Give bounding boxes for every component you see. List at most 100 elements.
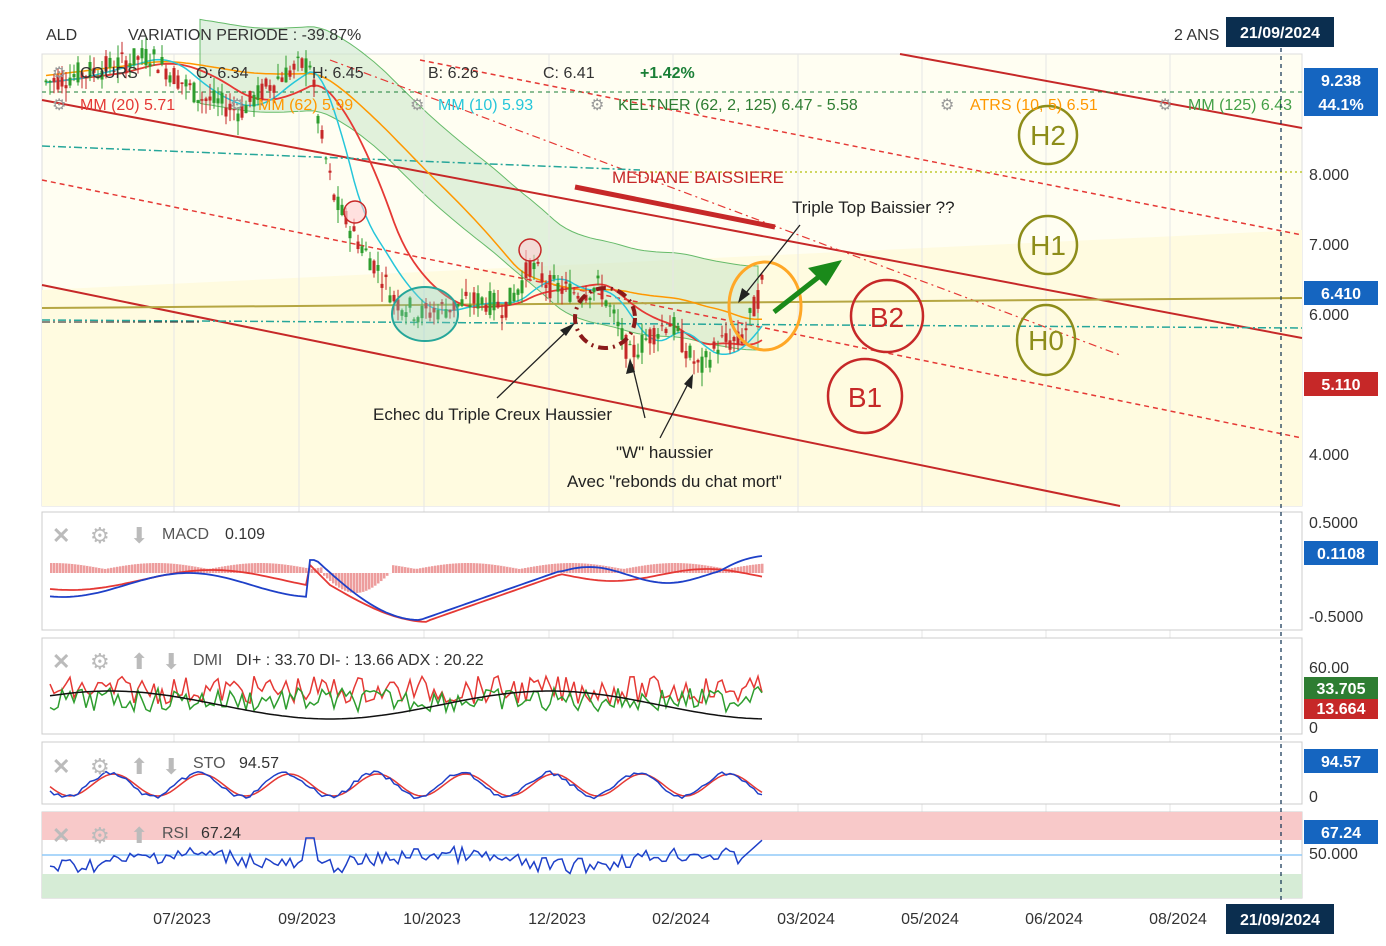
variation-periode: VARIATION PERIODE : -39.87% — [128, 27, 361, 44]
sto-line — [49, 770, 763, 800]
dmi-plus-badge — [1304, 677, 1378, 699]
h2-marker: H2 — [1017, 104, 1079, 166]
channel-upper-line — [899, 53, 1303, 129]
period-selector[interactable]: 2 ANS — [1174, 27, 1219, 44]
close-icon[interactable]: ✕ — [52, 754, 70, 779]
arrow-down-icon[interactable]: ⬇ — [162, 649, 180, 674]
sto-header: ✕ ⚙ ⬆ ⬇ STO 94.57 — [52, 754, 279, 779]
x-tick-label: 05/2024 — [901, 911, 959, 928]
close-value: C: 6.41 — [543, 65, 595, 82]
gear-icon[interactable]: ⚙ — [940, 97, 954, 114]
gear-icon[interactable]: ⚙ — [1158, 97, 1172, 114]
macd-badge-text: 0.1108 — [1317, 546, 1365, 563]
annotation-arrows — [496, 224, 801, 439]
gear-icon[interactable]: ⚙ — [410, 97, 424, 114]
sto-tick-bottom: 0 — [1309, 789, 1318, 806]
legend-row-indicators: ⚙ MM (20) 5.71 ⚙ MM (62) 5.99 ⚙ MM (10) … — [52, 97, 1292, 114]
green-arrow-shaft — [772, 270, 827, 314]
x-tick-label: 10/2023 — [403, 911, 461, 928]
sto-label: STO — [193, 755, 226, 772]
dmi-plus-badge-text: 33.705 — [1317, 681, 1366, 698]
gear-icon[interactable]: ⚙ — [52, 65, 66, 82]
annotation-arrowheads — [560, 288, 750, 389]
gear-icon[interactable]: ⚙ — [90, 523, 110, 548]
channel-dash-line-2 — [419, 59, 1303, 236]
triple-top-label: Triple Top Baissier ?? — [792, 198, 955, 217]
b1-label: B1 — [848, 382, 882, 413]
badge-5110 — [1304, 372, 1378, 396]
close-icon[interactable]: ✕ — [52, 823, 70, 848]
macd-tick-top: 0.5000 — [1309, 515, 1358, 532]
price-tick: 8.000 — [1309, 167, 1349, 184]
x-date-badge — [1226, 904, 1334, 934]
x-tick-label: 09/2023 — [278, 911, 336, 928]
rsi-tick: 50.000 — [1309, 846, 1358, 863]
dmi-tick-top: 60.00 — [1309, 660, 1349, 677]
arrow-down-icon[interactable]: ⬇ — [130, 523, 148, 548]
x-tick-label: 03/2024 — [777, 911, 835, 928]
badge-pct — [1304, 92, 1378, 116]
badge-pct-text: 44.1% — [1318, 97, 1363, 114]
arrow-up-icon[interactable]: ⬆ — [130, 823, 148, 848]
legend-row-cours: ⚙ COURS O: 6.34 H: 6.45 B: 6.26 C: 6.41 … — [52, 65, 695, 82]
rsi-badge — [1304, 820, 1378, 844]
macd-header: ✕ ⚙ ⬇ MACD 0.109 — [52, 523, 265, 548]
h0-label: H0 — [1028, 325, 1064, 356]
gear-icon[interactable]: ⚙ — [590, 97, 604, 114]
header-date-badge — [1226, 17, 1334, 47]
badge-9238 — [1304, 68, 1378, 92]
w-haussier-label: "W" haussier — [616, 443, 713, 462]
open-value: O: 6.34 — [196, 65, 249, 82]
gear-icon[interactable]: ⚙ — [90, 754, 110, 779]
mm10-line — [45, 58, 763, 356]
macd-label: MACD — [162, 526, 209, 543]
x-tick-label: 02/2024 — [652, 911, 710, 928]
arrow-up-icon[interactable]: ⬆ — [130, 754, 148, 779]
badge-9238-text: 9.238 — [1321, 73, 1361, 90]
badge-last-price-text: 6.410 — [1321, 286, 1361, 303]
price-tick: 4.000 — [1309, 447, 1349, 464]
top-marker-2 — [518, 238, 542, 262]
triple-creux-circle-2 — [573, 286, 637, 350]
close-icon[interactable]: ✕ — [52, 649, 70, 674]
channel-dash-line-1 — [41, 179, 1303, 439]
header-date-text: 21/09/2024 — [1240, 25, 1320, 42]
h2-label: H2 — [1030, 120, 1066, 151]
channel-fill — [42, 230, 1302, 506]
rsi-badge-text: 67.24 — [1321, 825, 1361, 842]
gear-icon[interactable]: ⚙ — [230, 97, 244, 114]
dmi-header: ✕ ⚙ ⬆ ⬇ DMI DI+ : 33.70 DI- : 13.66 ADX … — [52, 649, 484, 674]
mm10-legend: MM (10) 5.93 — [438, 97, 533, 114]
rsi-value: 67.24 — [201, 825, 241, 842]
chat-mort-label: Avec "rebonds du chat mort" — [567, 472, 782, 491]
channel-median-line — [41, 99, 1303, 339]
arrow-up-icon[interactable]: ⬆ — [130, 649, 148, 674]
h1-marker: H1 — [1017, 214, 1079, 276]
price-tick: 7.000 — [1309, 237, 1349, 254]
macd-histogram — [50, 563, 764, 593]
triple-top-circle — [727, 260, 803, 352]
price-axis: 8.000 7.000 6.000 4.000 — [1309, 167, 1349, 464]
mm20-legend: MM (20) 5.71 — [80, 97, 175, 114]
arrow-down-icon[interactable]: ⬇ — [162, 754, 180, 779]
gear-icon[interactable]: ⚙ — [90, 823, 110, 848]
b1-marker: B1 — [826, 357, 904, 435]
horizontal-support-olive — [41, 297, 1303, 309]
x-tick-label: 07/2023 — [153, 911, 211, 928]
gear-icon[interactable]: ⚙ — [52, 97, 66, 114]
macd-value: 0.109 — [225, 526, 265, 543]
echec-label: Echec du Triple Creux Haussier — [373, 405, 612, 424]
macd-line — [49, 555, 763, 621]
mm62-legend: MM (62) 5.99 — [258, 97, 353, 114]
rsi-label: RSI — [162, 825, 189, 842]
cours-label: COURS — [80, 65, 138, 82]
sto-badge — [1304, 749, 1378, 773]
gear-icon[interactable]: ⚙ — [90, 649, 110, 674]
h1-label: H1 — [1030, 230, 1066, 261]
mediane-label: MEDIANE BAISSIERE — [612, 168, 784, 187]
change-value: +1.42% — [640, 65, 695, 82]
x-tick-label: 08/2024 — [1149, 911, 1207, 928]
macd-badge — [1304, 541, 1378, 565]
close-icon[interactable]: ✕ — [52, 523, 70, 548]
